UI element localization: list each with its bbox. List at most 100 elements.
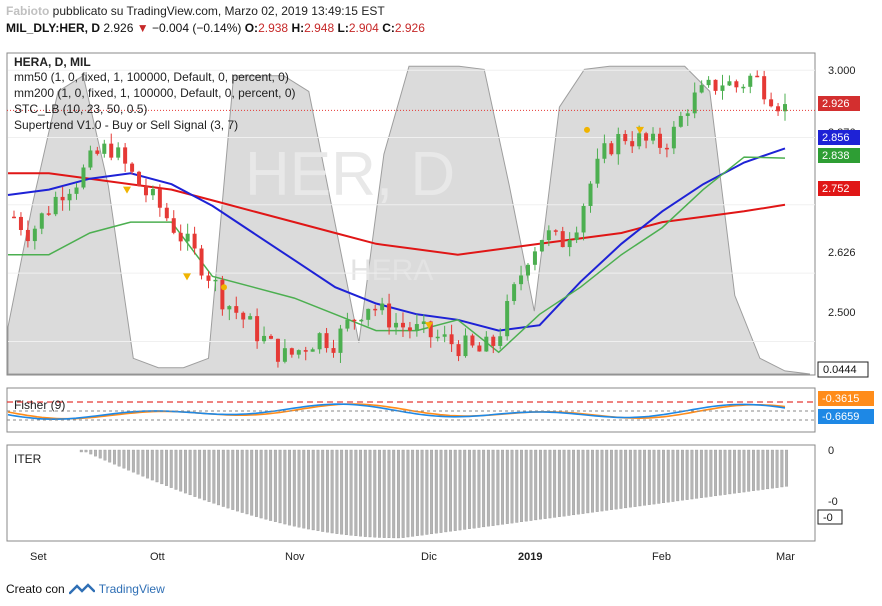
iter-bar: [458, 449, 462, 531]
chart-area[interactable]: HER, D HERA Fisher (9) ITER HERA, D, MIL…: [0, 40, 882, 570]
iter-bar: [472, 449, 476, 529]
fisher-line-orange: [7, 403, 786, 420]
iter-bar: [193, 449, 197, 497]
candle-down: [18, 216, 23, 230]
iter-bar: [420, 449, 424, 536]
iter-bar: [742, 449, 746, 493]
watermark-name: HERA: [350, 254, 433, 287]
iter-bar: [676, 449, 680, 502]
candle-down: [456, 344, 461, 357]
iter-bar: [619, 449, 623, 509]
iter-bar: [245, 449, 249, 515]
mm200-badge-text: 2.752: [822, 183, 850, 195]
stc-badge-text: 0.0444: [823, 364, 857, 376]
candle-down: [12, 216, 16, 219]
legend-supertrend[interactable]: Supertrend V1.0 - Buy or Sell Signal (3,…: [14, 118, 238, 132]
candle-up: [53, 196, 58, 215]
candle-up: [532, 251, 537, 265]
legend-mm50[interactable]: mm50 (1, 0, fixed, 1, 100000, Default, 0…: [14, 70, 289, 84]
iter-bar: [79, 449, 83, 453]
iter-bar: [614, 449, 618, 510]
fisher-badge-1-text: -0.3615: [822, 393, 859, 405]
candle-down: [644, 133, 649, 141]
iter-bar: [543, 449, 547, 519]
candle-up: [671, 126, 676, 149]
time-tick: Feb: [652, 551, 671, 563]
candle-down: [130, 163, 135, 172]
iter-bar: [780, 449, 784, 488]
iter-bar: [183, 449, 187, 494]
legend-stc[interactable]: STC_LB (10, 23, 50, 0.5): [14, 102, 147, 116]
iter-bar: [477, 449, 481, 528]
fisher-badge-1: [818, 391, 874, 406]
iter-bar: [108, 449, 112, 463]
stc-badge: [817, 361, 869, 378]
iter-bar: [520, 449, 523, 522]
open-label: O:: [244, 21, 259, 35]
iter-bar: [112, 449, 116, 465]
iter-bar: [165, 449, 168, 486]
stc-area-fill: [7, 65, 811, 375]
iter-bar: [557, 449, 561, 517]
candle-up: [227, 306, 232, 310]
iter-bar: [160, 449, 164, 485]
iter-badge: [817, 509, 843, 525]
candle-down: [428, 321, 433, 338]
iter-bar: [378, 449, 381, 538]
tradingview-logo-icon[interactable]: [68, 582, 95, 596]
publish-info: pubblicato su TradingView.com, Marzo 02,…: [52, 4, 385, 18]
iter-bar: [217, 449, 221, 506]
candle-up: [296, 350, 301, 355]
candle-down: [255, 316, 260, 342]
time-tick: Dic: [421, 551, 437, 563]
time-tick: Nov: [285, 551, 305, 563]
candle-down: [491, 336, 496, 346]
legend: HERA, D, MIL mm50 (1, 0, fixed, 1, 10000…: [14, 55, 296, 132]
iter-bar: [141, 449, 145, 477]
chart-svg[interactable]: HER, D HERA Fisher (9) ITER HERA, D, MIL…: [0, 40, 882, 570]
candle-up: [651, 133, 656, 141]
iter-bar: [89, 449, 93, 455]
sell-signal-marker: [425, 322, 433, 330]
iter-bar: [288, 449, 292, 526]
iter-bar: [117, 449, 121, 467]
candle-down: [407, 327, 412, 331]
candle-down: [109, 143, 114, 158]
iter-bar: [335, 449, 339, 534]
author-name[interactable]: Fabioto: [6, 4, 50, 18]
sell-signal-marker: [123, 186, 131, 194]
iter-bar: [529, 449, 533, 521]
time-axis[interactable]: Set Ott Nov Dic 2019 Feb Mar: [30, 551, 795, 563]
iter-bar: [84, 449, 88, 453]
iter-bar: [359, 449, 363, 537]
time-tick: Ott: [150, 551, 165, 563]
iter-bar: [567, 449, 571, 516]
iter-bar: [169, 449, 173, 488]
iter-bar: [321, 449, 325, 532]
iter-bar: [226, 449, 230, 509]
iter-bar: [373, 449, 377, 538]
iter-bar: [728, 449, 732, 495]
candle-up: [595, 158, 600, 184]
candle-down: [269, 335, 273, 339]
iter-bar: [463, 449, 467, 530]
iter-bar: [94, 449, 97, 457]
iter-bar: [188, 449, 192, 496]
candle-up: [581, 205, 586, 233]
iter-bar: [747, 449, 751, 492]
iter-bar: [595, 449, 599, 512]
candle-down: [275, 338, 280, 362]
iter-bar: [415, 449, 419, 536]
candle-down: [241, 312, 246, 320]
iter-bar: [496, 449, 500, 526]
legend-mm200[interactable]: mm200 (1, 0, fixed, 1, 100000, Default, …: [14, 86, 296, 100]
iter-bar: [425, 449, 429, 535]
candle-up: [366, 308, 371, 320]
sell-signal-marker: [636, 126, 644, 134]
iter-bar: [709, 449, 713, 497]
signal-dot: [584, 126, 590, 133]
tradingview-link[interactable]: TradingView: [98, 582, 165, 596]
candle-up: [484, 336, 489, 352]
last-price-badge-text: 2.926: [822, 98, 850, 110]
candle-up: [512, 284, 517, 302]
